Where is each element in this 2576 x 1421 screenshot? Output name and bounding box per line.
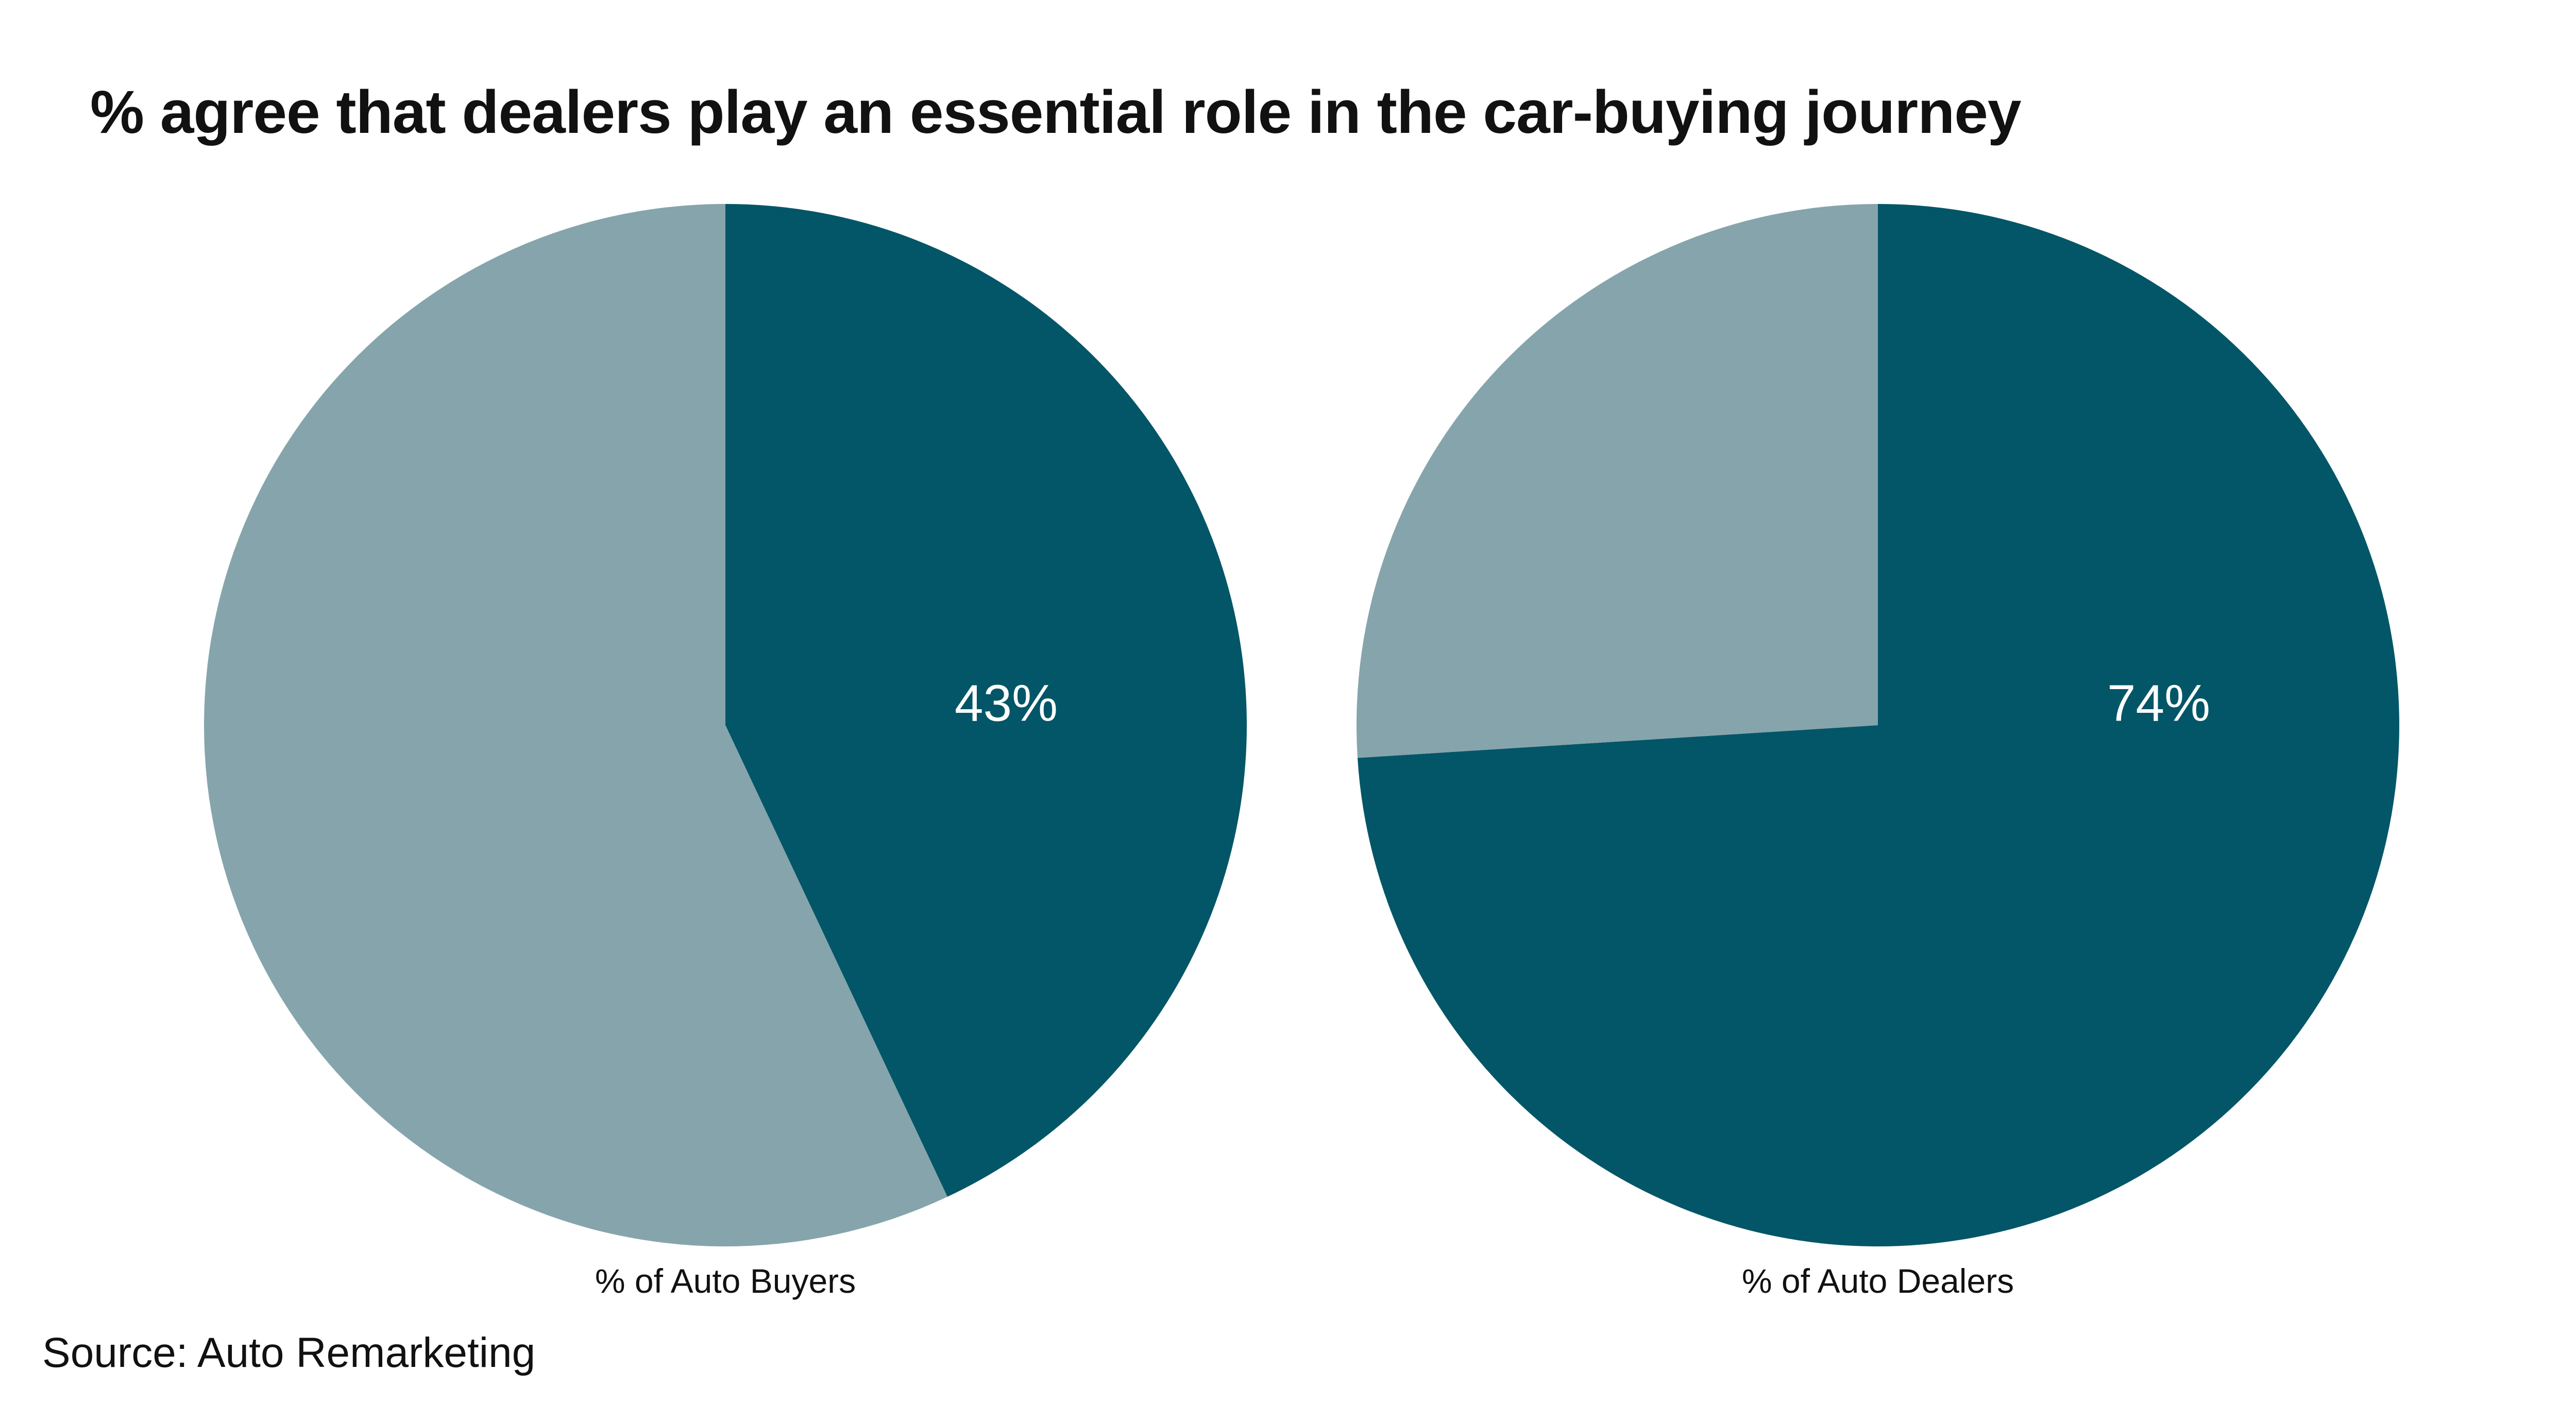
pie-caption: % of Auto Buyers [595, 1262, 856, 1300]
source-note: Source: Auto Remarketing [42, 1329, 536, 1376]
pie-chart-2: 74% % of Auto Dealers [1357, 204, 2400, 1300]
pie-slice [204, 204, 947, 1246]
pie-slice [1357, 204, 1878, 758]
chart-title: % agree that dealers play an essential r… [90, 78, 2022, 146]
pie-slice [1357, 204, 2400, 1246]
data-label: 74% [2107, 674, 2210, 732]
pie-caption: % of Auto Dealers [1742, 1262, 2014, 1300]
pie-chart-1: 43% % of Auto Buyers [204, 204, 1247, 1300]
data-label: 43% [955, 674, 1058, 732]
pie-slice [725, 204, 1247, 1197]
